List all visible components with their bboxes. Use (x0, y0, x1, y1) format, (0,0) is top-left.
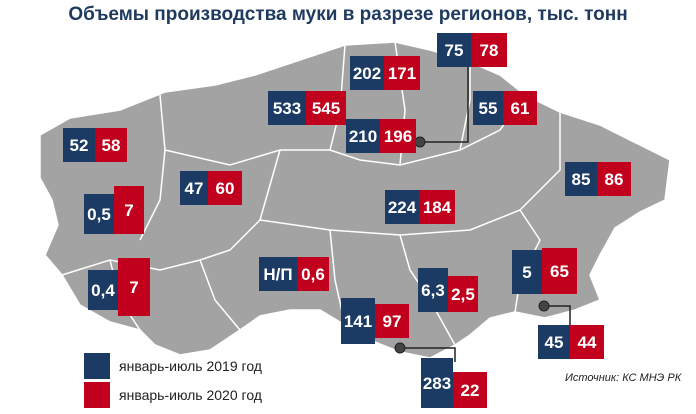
value-2019: 224 (385, 190, 419, 224)
region-pair: 6,3 2,5 (418, 268, 478, 312)
value-2020: 86 (597, 162, 631, 196)
value-2019: 75 (437, 33, 471, 67)
region-pair: 283 22 (421, 358, 487, 408)
value-2020: 196 (380, 119, 416, 153)
value-2020: 0,6 (297, 257, 329, 291)
value-2019: 47 (180, 171, 208, 205)
region-pair: 5 65 (512, 248, 577, 294)
map-title: Объемы производства муки в разрезе регио… (68, 4, 628, 25)
value-2019: 202 (350, 56, 384, 90)
value-2019: 6,3 (418, 268, 448, 312)
legend-label-2020: январь-июль 2020 год (119, 387, 262, 403)
value-2020: 61 (503, 91, 537, 125)
value-2019: 141 (341, 298, 375, 344)
region-pair: Н/П 0,6 (259, 257, 329, 291)
value-2020: 184 (419, 190, 455, 224)
value-2020: 65 (542, 248, 577, 294)
region-pair: 202 171 (350, 56, 420, 90)
region-pair: 75 78 (437, 33, 507, 67)
legend-2019: январь-июль 2019 год (84, 353, 262, 379)
region-pair: 141 97 (341, 298, 409, 344)
value-2020: 22 (453, 372, 487, 408)
region-pair: 52 58 (63, 128, 127, 162)
value-2019: Н/П (259, 257, 297, 291)
region-pair: 210 196 (346, 119, 416, 153)
value-2019: 85 (565, 162, 597, 196)
region-pair: 0,4 7 (88, 258, 150, 316)
value-2020: 60 (208, 171, 242, 205)
value-2020: 58 (95, 128, 127, 162)
legend-swatch-2019 (84, 353, 110, 379)
value-2020: 97 (375, 304, 409, 338)
value-2019: 55 (473, 91, 503, 125)
legend-2020: январь-июль 2020 год (84, 382, 262, 408)
value-2020: 171 (384, 56, 420, 90)
region-pair: 55 61 (473, 91, 537, 125)
value-2020: 2,5 (448, 276, 478, 312)
region-pair: 47 60 (180, 171, 242, 205)
legend-label-2019: январь-июль 2019 год (119, 358, 262, 374)
region-pair: 85 86 (565, 162, 631, 196)
value-2019: 533 (268, 91, 306, 125)
value-2020: 44 (570, 325, 604, 359)
value-2020: 7 (118, 258, 150, 316)
value-2019: 210 (346, 119, 380, 153)
value-2019: 52 (63, 128, 95, 162)
value-2019: 0,5 (84, 194, 114, 234)
region-pair: 224 184 (385, 190, 455, 224)
value-2020: 78 (471, 33, 507, 67)
value-2020: 545 (306, 91, 346, 125)
value-2019: 45 (538, 325, 570, 359)
region-pair: 45 44 (538, 325, 604, 359)
value-2019: 5 (512, 250, 542, 294)
region-pair: 533 545 (268, 91, 346, 125)
value-2019: 283 (421, 358, 453, 408)
region-pair: 0,5 7 (84, 186, 144, 234)
source-note: Источник: КС МНЭ РК (565, 372, 682, 384)
legend-swatch-2020 (84, 382, 110, 408)
value-2019: 0,4 (88, 270, 118, 310)
value-2020: 7 (114, 186, 144, 234)
